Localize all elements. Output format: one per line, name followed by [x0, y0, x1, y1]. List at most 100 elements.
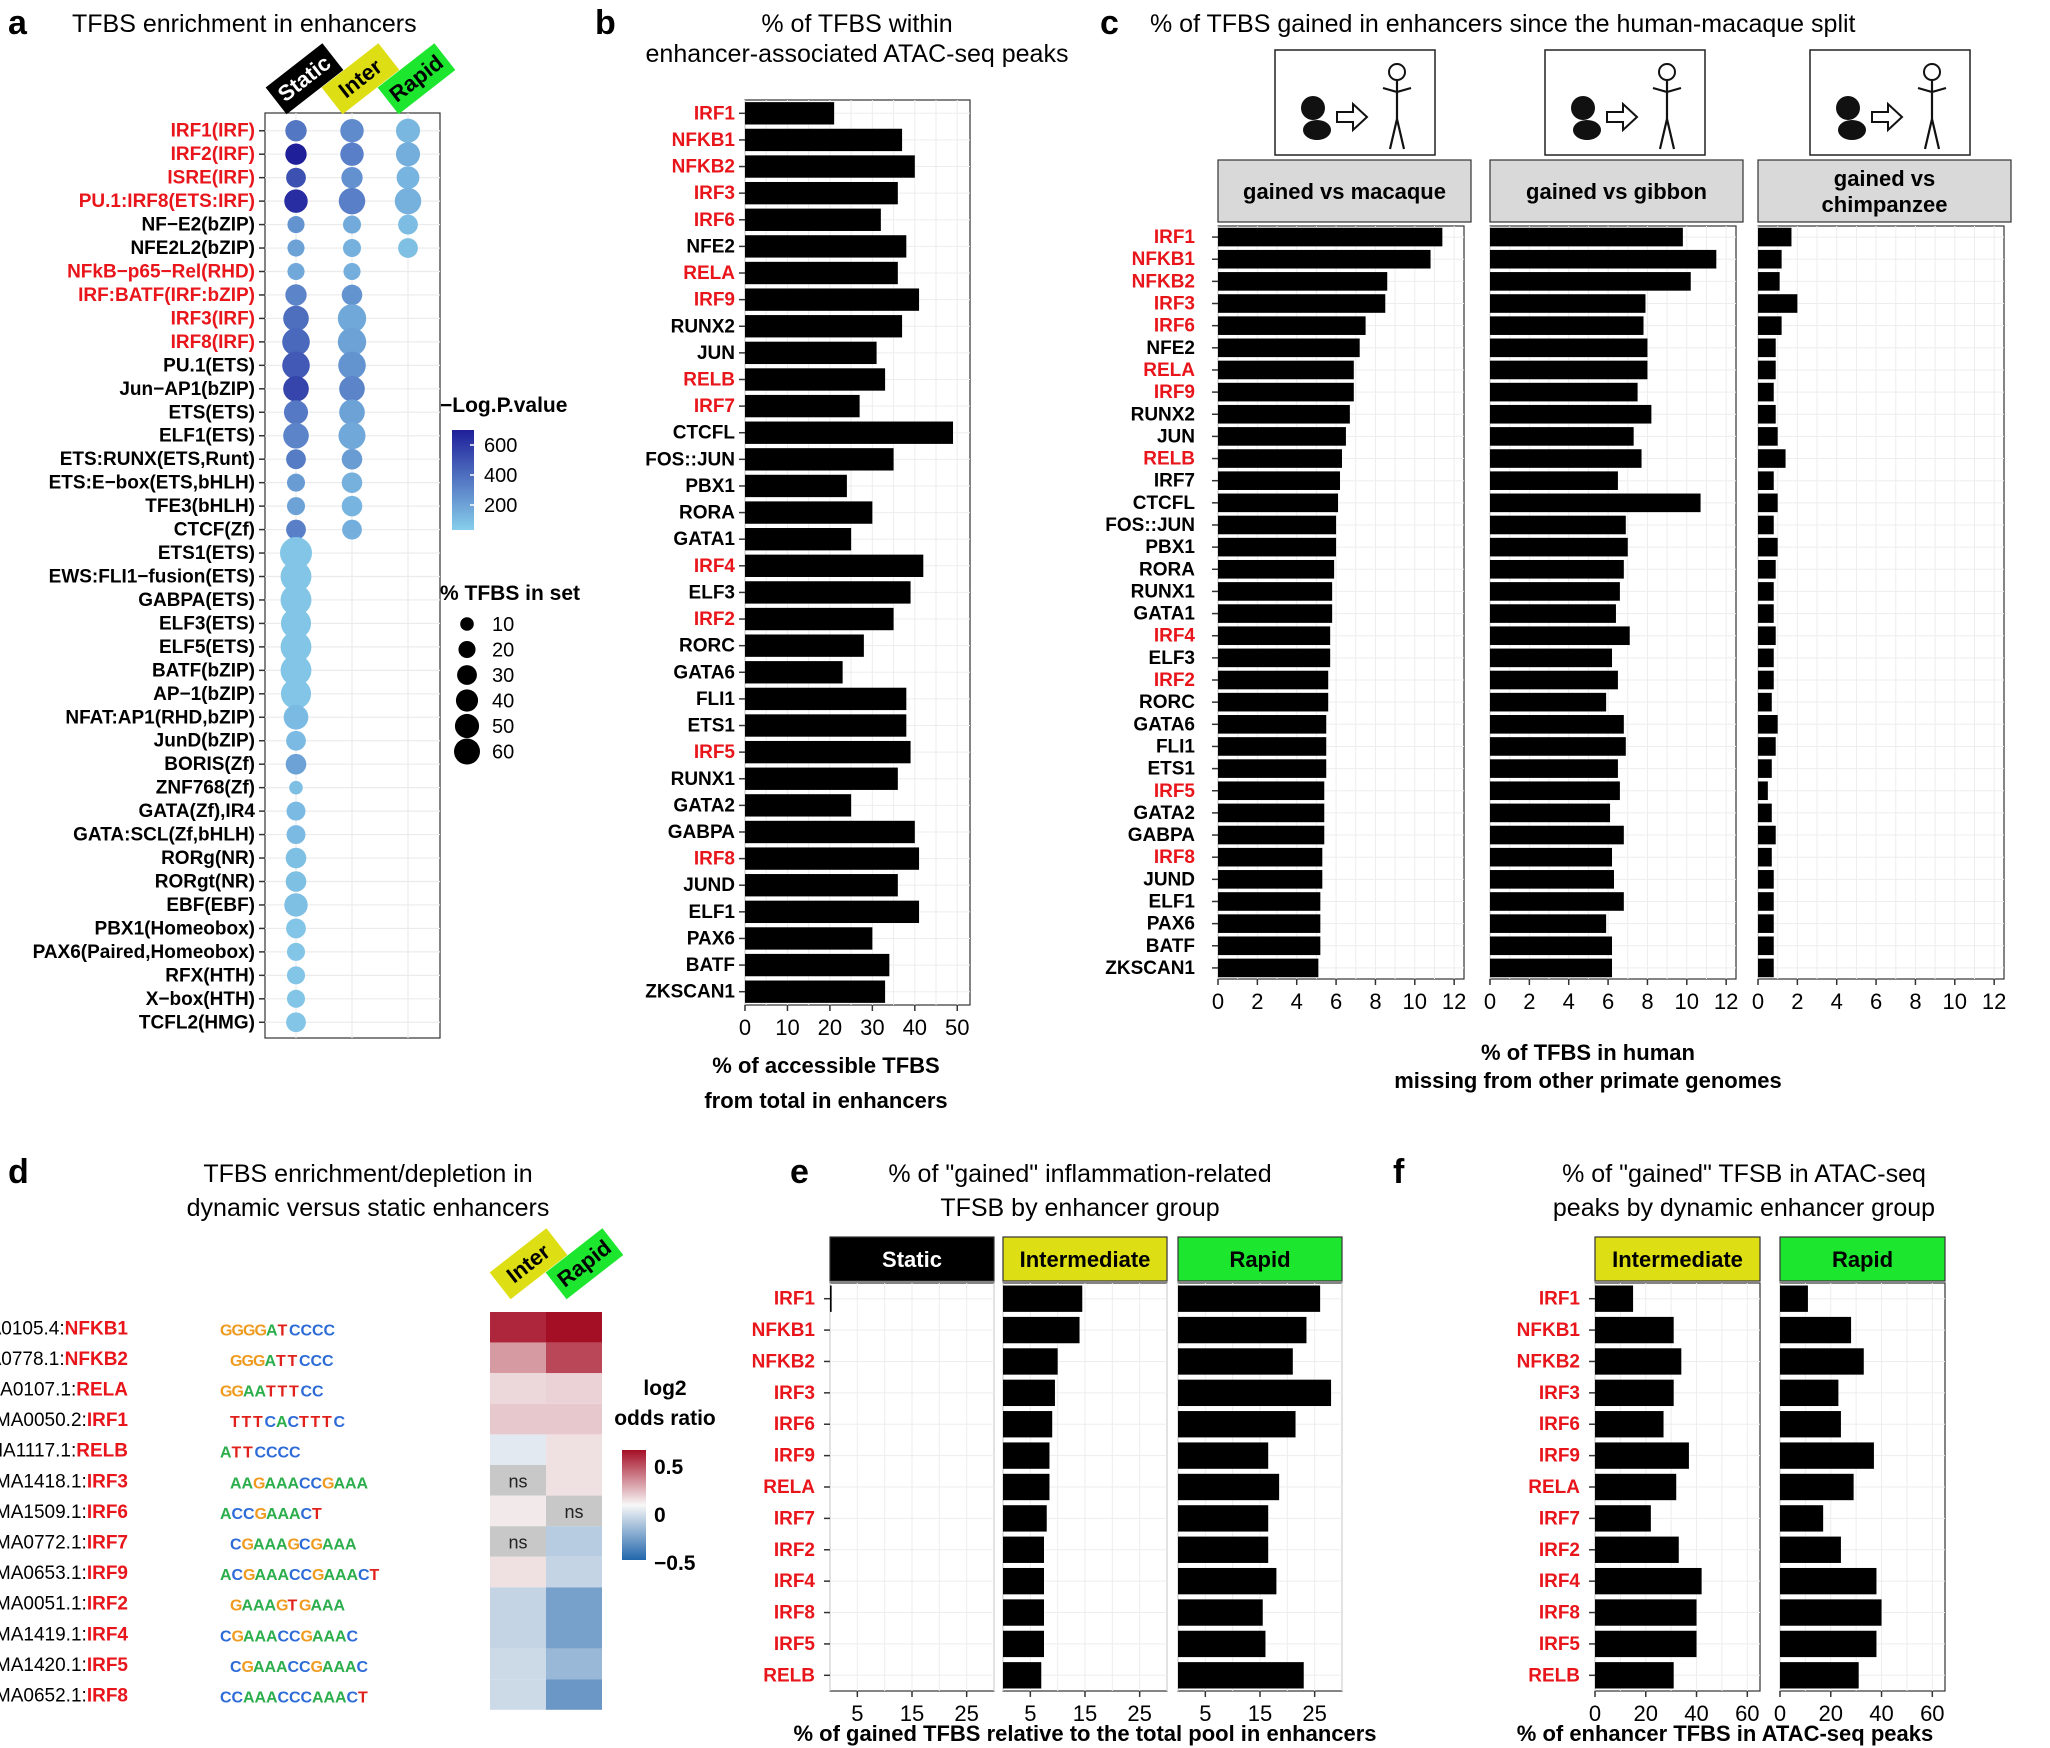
panel-f-1-bar [1780, 1473, 1854, 1501]
panel-d-logo-letter: A [335, 1628, 347, 1645]
panel-c-1-bar [1490, 759, 1618, 778]
panel-b-category-label: RUNX1 [671, 769, 736, 790]
panel-c-0-bar [1218, 382, 1354, 402]
panel-a-category-label: PBX1(Homeobox) [95, 918, 255, 939]
panel-d-logo-letter: G [311, 1537, 323, 1554]
panel-d-logo-letter: A [266, 1690, 278, 1707]
panel-d-column-header-bg [545, 1228, 624, 1300]
panel-e-0-bar [830, 1285, 832, 1312]
panel-c-1-bar [1490, 382, 1638, 402]
panel-f-1-bar [1780, 1536, 1841, 1563]
panel-a-dot [395, 142, 421, 167]
panel-c-2-bar [1758, 338, 1776, 358]
panel-a-dot [337, 304, 367, 333]
panel-d-logo-letter: A [255, 1628, 267, 1645]
panel-d-motif-id: MA1419.1: [0, 1624, 87, 1645]
panel-c-0-category-label: ETS1 [1147, 759, 1195, 780]
panel-d-logo-letter: G [243, 1567, 255, 1584]
panel-a-dot [341, 284, 363, 306]
panel-d-logo-letter: A [243, 1690, 255, 1707]
panel-d-logo-letter: A [253, 1537, 265, 1554]
panel-c-0-category-label: JUND [1143, 869, 1195, 890]
panel-c-0-bar [1218, 759, 1327, 778]
panel-c-2-xtick-label: 10 [1943, 989, 1967, 1014]
panel-b-xtick-label: 0 [739, 1015, 751, 1040]
panel-c-0-bar [1218, 537, 1337, 557]
panel-a-size-legend-label: 30 [492, 665, 514, 687]
panel-c-2-bar [1758, 870, 1774, 889]
panel-c-2-bar [1758, 847, 1772, 867]
panel-b-category-label: RORC [679, 636, 735, 657]
panel-c-1-xtick-label: 10 [1675, 989, 1699, 1014]
panel-c-2-bar [1758, 382, 1774, 402]
panel-b-bar [745, 607, 894, 631]
panel-c-1-bar [1490, 936, 1613, 956]
panel-b-bar [745, 315, 903, 338]
panel-c-2-xtick-label: 6 [1870, 989, 1882, 1014]
panel-c-2-bar [1758, 737, 1776, 756]
panel-b-category-label: RORA [679, 503, 735, 524]
panel-a-dot [284, 893, 308, 917]
panel-e-1-xtick-label: 5 [1024, 1701, 1036, 1726]
panel-c-2-bar [1758, 604, 1774, 623]
panel-f-1-strip-label: Rapid [1832, 1247, 1893, 1272]
panel-c-0-bar [1218, 493, 1339, 513]
panel-e-2-bar [1178, 1505, 1269, 1532]
panel-c-0-category-label: GABPA [1128, 825, 1195, 846]
panel-c-2-bar [1758, 825, 1776, 845]
panel-a-size-legend-dot [460, 617, 474, 631]
panel-a-dot [285, 871, 307, 892]
panel-a-category-label: ETS(ETS) [168, 402, 255, 423]
panel-b-category-label: GATA6 [673, 662, 735, 683]
panel-b-bar [745, 288, 920, 311]
panel-b-xlabel-2: from total in enhancers [704, 1088, 947, 1113]
panel-c-0-bar [1218, 249, 1431, 269]
panel-a-category-label: ELF5(ETS) [159, 637, 255, 658]
panel-c-1-bar [1490, 648, 1613, 668]
panel-a-size-legend-label: 50 [492, 716, 514, 738]
panel-f-0-category-label: IRF2 [1539, 1540, 1580, 1561]
panel-d-logo-letter: A [242, 1475, 254, 1492]
panel-d-heat-cell [546, 1312, 602, 1343]
panel-c-1-bar [1490, 892, 1624, 911]
panel-d-logo-letter: G [301, 1628, 313, 1645]
panel-d-logo-letter: G [220, 1322, 232, 1339]
panel-b-category-label: IRF1 [694, 103, 736, 124]
panel-d-motif-label: MA1117.1:RELB [0, 1441, 128, 1462]
panel-f-title-2: peaks by dynamic enhancer group [1553, 1194, 1935, 1222]
panel-d-ns-label: ns [508, 1471, 527, 1491]
panel-c-2-bar [1758, 759, 1772, 778]
panel-d-motif-id: MA0652.1: [0, 1686, 87, 1707]
panel-a-dot [342, 215, 362, 234]
panel-c-0-category-label: JUN [1157, 426, 1195, 447]
panel-f-1-xtick-label: 40 [1869, 1701, 1893, 1726]
panel-d-logo-letter: T [322, 1414, 332, 1431]
panel-b-bar [745, 874, 898, 897]
panel-d-column-header: Rapid [545, 1228, 624, 1300]
panel-b-category-label: ETS1 [687, 716, 735, 737]
panel-b-category-label: IRF5 [694, 742, 736, 763]
panel-a-category-label: ETS:E−box(ETS,bHLH) [49, 473, 255, 494]
panel-a-dot [280, 608, 312, 639]
panel-b-bar [745, 528, 852, 551]
panel-c-1-bar [1490, 227, 1683, 247]
panel-d-logo-letter: G [311, 1659, 323, 1676]
panel-b-bar [745, 581, 911, 604]
panel-b-xlabel-1: % of accessible TFBS [712, 1053, 939, 1078]
panel-f-0-category-label: RELB [1528, 1665, 1580, 1686]
panel-c-0-bar [1218, 360, 1354, 380]
panel-d-logo-letter: A [266, 1506, 278, 1523]
panel-e-2-bar [1178, 1316, 1307, 1344]
panel-d-logo-letter: G [288, 1537, 300, 1554]
panel-c-0-category-label: GATA2 [1133, 803, 1195, 824]
panel-f-0-bar [1595, 1662, 1674, 1689]
panel-d-motif-label: MA0778.1:NFKB2 [0, 1349, 128, 1370]
panel-d-logo-letter: C [289, 1628, 301, 1645]
panel-b-title-2: enhancer-associated ATAC-seq peaks [646, 40, 1069, 68]
panel-d-motif-label: MA0772.1:IRF7 [0, 1533, 128, 1554]
panel-c-0-bar [1218, 404, 1350, 424]
panel-f-0-bar [1595, 1473, 1677, 1501]
panel-d-logo-letter: T [232, 1445, 242, 1462]
panel-a-dot [395, 118, 421, 143]
panel-d-logo-letter: A [324, 1628, 336, 1645]
